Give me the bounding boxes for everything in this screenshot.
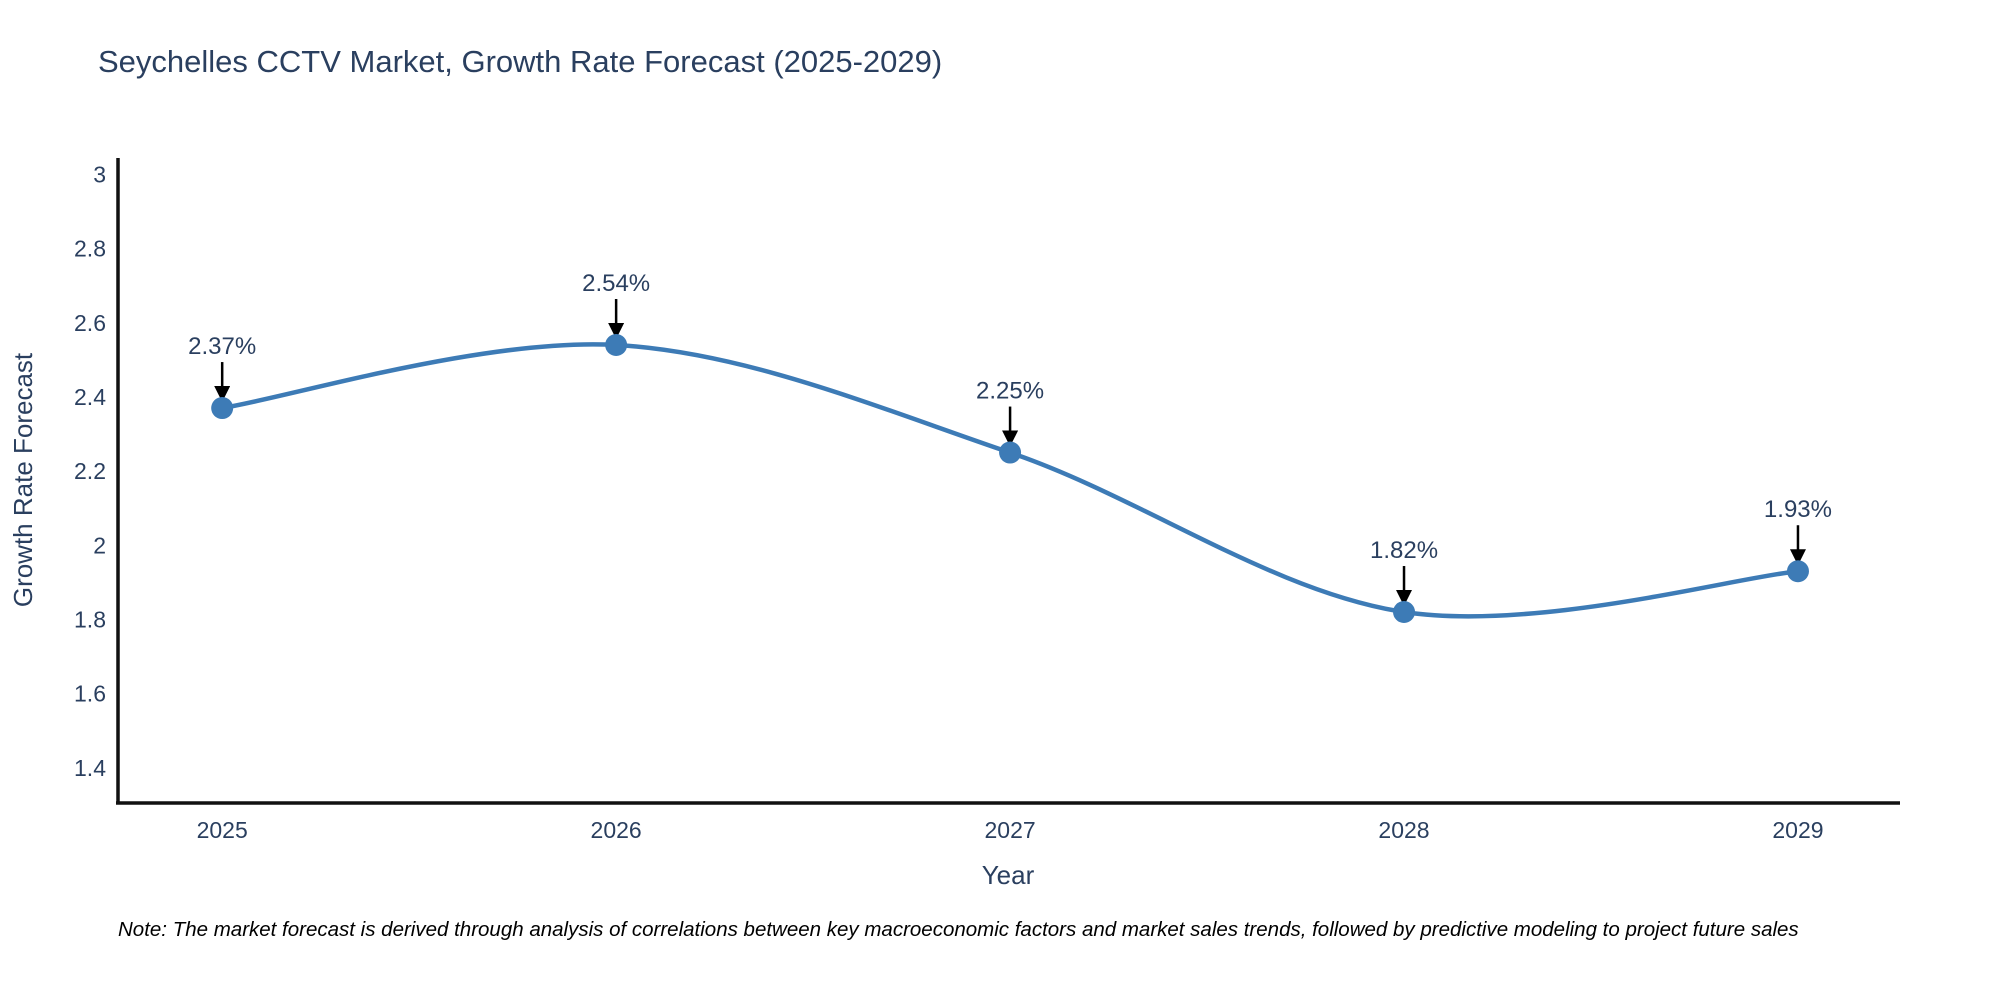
data-point-marker[interactable] — [605, 334, 628, 357]
x-tick-label: 2029 — [1772, 817, 1823, 843]
x-tick-label: 2028 — [1378, 817, 1429, 843]
data-point-marker[interactable] — [211, 397, 234, 420]
y-tick-label: 1.6 — [74, 681, 106, 707]
y-tick-label: 1.8 — [74, 606, 106, 632]
y-tick-label: 2 — [93, 532, 106, 558]
y-tick-label: 3 — [93, 161, 106, 187]
x-axis-title: Year — [982, 860, 1035, 890]
data-point-marker[interactable] — [1786, 560, 1809, 583]
data-point-marker[interactable] — [1393, 601, 1416, 624]
point-value-label: 1.93% — [1764, 496, 1832, 523]
x-axis-tick-labels: 2025 2026 2027 2028 2029 — [197, 817, 1824, 843]
x-tick-label: 2026 — [591, 817, 642, 843]
y-axis-tick-labels: 1.4 1.6 1.8 2 2.2 2.4 2.6 2.8 3 — [74, 161, 106, 780]
y-tick-label: 2.4 — [74, 384, 106, 410]
point-value-label: 2.54% — [582, 270, 650, 297]
footnote: Note: The market forecast is derived thr… — [118, 918, 1799, 941]
point-annotations: 2.37% 2.54% 2.25% 1.82% 1.93% — [188, 270, 1832, 607]
x-tick-label: 2025 — [197, 817, 248, 843]
y-tick-label: 2.6 — [74, 310, 106, 336]
point-value-label: 1.82% — [1370, 537, 1438, 564]
chart-title: Seychelles CCTV Market, Growth Rate Fore… — [98, 44, 943, 79]
y-tick-label: 2.2 — [74, 458, 106, 484]
point-value-label: 2.37% — [188, 333, 256, 360]
x-tick-label: 2027 — [984, 817, 1035, 843]
y-axis-title: Growth Rate Forecast — [8, 352, 38, 607]
data-point-marker[interactable] — [999, 441, 1022, 464]
point-value-label: 2.25% — [976, 378, 1044, 405]
y-tick-label: 1.4 — [74, 755, 106, 781]
y-tick-label: 2.8 — [74, 236, 106, 262]
data-point-markers — [211, 334, 1809, 624]
